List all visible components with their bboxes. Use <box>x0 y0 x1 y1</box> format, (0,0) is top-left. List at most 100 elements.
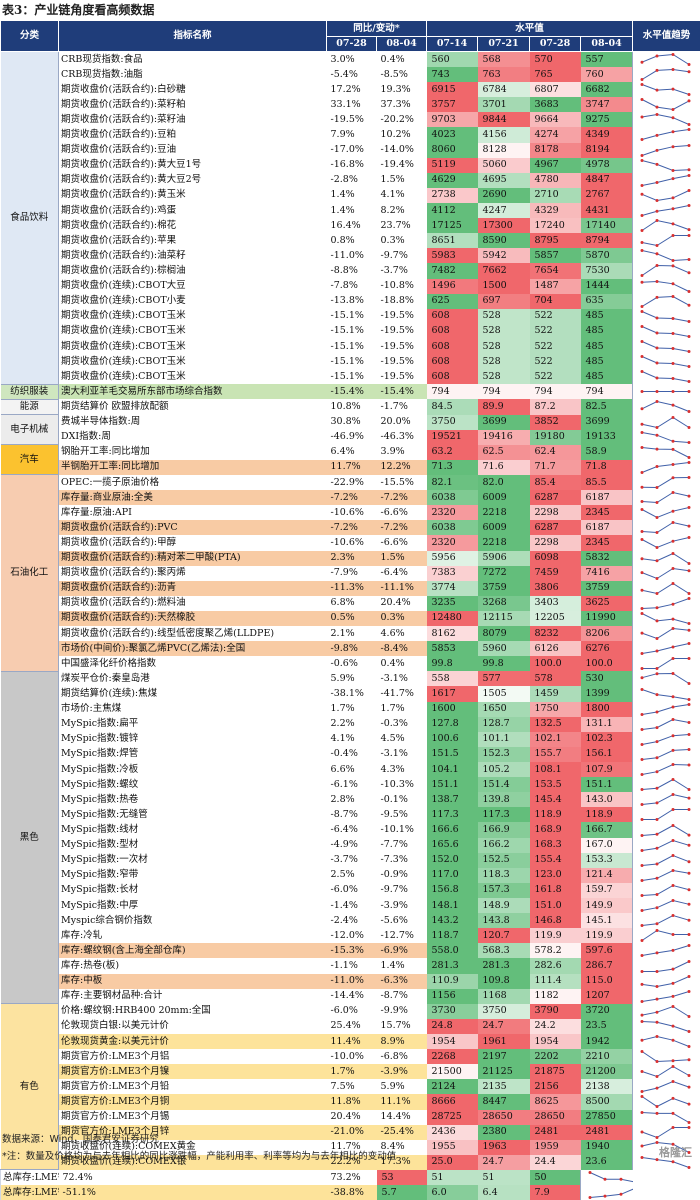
table-title: 表3：产业链角度看高频数据 <box>2 1 154 19</box>
level-cell: 5960 <box>478 641 530 656</box>
yoy-cell: 6.6% <box>327 762 377 777</box>
yoy-cell: -6.3% <box>377 974 427 989</box>
sparkline-point <box>688 380 691 383</box>
sparkline-point <box>672 982 675 985</box>
sparkline-point <box>641 589 644 592</box>
sparkline-point <box>641 849 644 852</box>
sparkline <box>633 928 700 943</box>
level-cell: 1500 <box>478 279 530 294</box>
level-cell: 4247 <box>478 203 530 218</box>
yoy-cell: 16.4% <box>327 218 377 233</box>
indicator-name: 期货收盘价(连续):CBOT玉米 <box>59 309 327 324</box>
yoy-cell: 73.2% <box>327 1170 377 1185</box>
sparkline-point <box>641 229 644 232</box>
sparkline-point <box>656 244 659 247</box>
yoy-cell: -8.4% <box>377 641 427 656</box>
level-cell: 24.4 <box>530 1155 581 1170</box>
yoy-cell: -5.4% <box>327 67 377 82</box>
indicator-name: 半钢胎开工率:同比增加 <box>59 460 327 475</box>
level-cell: 522 <box>530 324 581 339</box>
level-cell: 4112 <box>427 203 478 218</box>
level-cell: 3750 <box>478 1004 530 1019</box>
yoy-cell: 4.5% <box>377 732 427 747</box>
level-cell: 100.0 <box>581 656 633 671</box>
sparkline <box>633 339 700 354</box>
sparkline-point <box>688 1121 691 1124</box>
sparkline <box>633 112 700 127</box>
level-cell: 2218 <box>478 535 530 550</box>
sparkline <box>633 1094 700 1109</box>
sparkline-point <box>688 365 691 368</box>
sparkline-point <box>656 726 659 729</box>
level-cell: 17240 <box>530 218 581 233</box>
sparkline-point <box>672 491 675 494</box>
yoy-cell: 2.5% <box>327 868 377 883</box>
level-cell: 12115 <box>478 611 530 626</box>
yoy-cell: -19.5% <box>377 369 427 384</box>
yoy-cell: -8.5% <box>377 67 427 82</box>
yoy-cell: 1.5% <box>377 173 427 188</box>
sparkline <box>581 1185 633 1200</box>
trend-cell <box>633 415 700 430</box>
sparkline-point <box>641 241 644 244</box>
level-cell: 12205 <box>530 611 581 626</box>
trend-cell <box>633 1110 700 1125</box>
sparkline-point <box>641 116 644 119</box>
category-cell: 有色 <box>1 1004 59 1170</box>
sparkline-point <box>688 903 691 906</box>
sparkline-point <box>672 899 675 902</box>
indicator-name: 期货收盘价(活跃合约):黄玉米 <box>59 188 327 203</box>
trend-cell <box>633 1049 700 1064</box>
sparkline <box>633 460 700 475</box>
indicator-name: 期货收盘价(连续):CBOT玉米 <box>59 324 327 339</box>
level-cell: 99.8 <box>427 656 478 671</box>
level-cell: 4156 <box>478 127 530 142</box>
header-yoy-date: 07-28 <box>327 37 377 52</box>
level-cell: 21500 <box>427 1064 478 1079</box>
level-cell: 128.7 <box>478 717 530 732</box>
sparkline <box>633 143 700 158</box>
indicator-name: 期货收盘价(活跃合约):豆油 <box>59 143 327 158</box>
yoy-cell: -38.1% <box>327 686 377 701</box>
sparkline-point <box>641 773 644 776</box>
trend-cell <box>633 399 700 414</box>
level-cell: 17140 <box>581 218 633 233</box>
level-cell: 5942 <box>478 248 530 263</box>
header-level-date: 07-21 <box>478 37 530 52</box>
level-cell: 3720 <box>581 1004 633 1019</box>
level-cell: 143.2 <box>427 913 478 928</box>
sparkline-point <box>672 476 675 479</box>
yoy-cell: 5.9% <box>327 671 377 686</box>
level-cell: 765 <box>530 67 581 82</box>
sparkline-point <box>672 117 675 120</box>
level-cell: 152.0 <box>427 853 478 868</box>
level-cell: 7654 <box>530 263 581 278</box>
header-trend: 水平值趋势 <box>633 21 700 52</box>
data-table: 分类 指标名称 同比/变动* 水平值 水平值趋势 07-28 08-04 07-… <box>0 20 700 1200</box>
trend-cell <box>633 838 700 853</box>
sparkline-point <box>672 404 675 407</box>
yoy-cell: -16.8% <box>327 158 377 173</box>
level-cell: 119.9 <box>530 928 581 943</box>
indicator-name: 费城半导体指数:周 <box>59 415 327 430</box>
sparkline-point <box>656 619 659 622</box>
level-cell: 51 <box>478 1170 530 1185</box>
indicator-name: 期货收盘价(连续):CBOT小麦 <box>59 294 327 309</box>
trend-cell <box>633 475 700 490</box>
level-cell: 3403 <box>530 596 581 611</box>
trend-cell <box>633 551 700 566</box>
sparkline-point <box>688 1045 691 1048</box>
trend-cell <box>633 943 700 958</box>
sparkline-point <box>688 390 691 393</box>
indicator-name: MySpic指数:无缝管 <box>59 807 327 822</box>
